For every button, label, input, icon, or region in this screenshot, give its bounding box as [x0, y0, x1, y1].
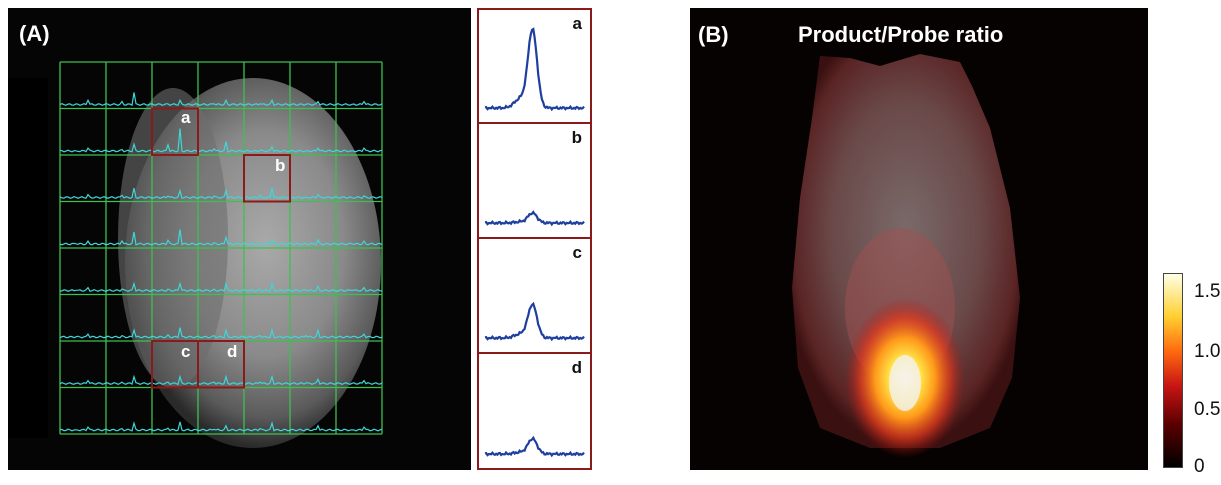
spectrum-box-d: d	[477, 352, 592, 470]
panel-a-label: (A)	[19, 21, 50, 46]
grid-letter-a: a	[181, 108, 191, 127]
ratio-map-svg	[792, 54, 1020, 458]
spectral-trace-row	[59, 281, 383, 293]
spectral-trace-row	[59, 229, 383, 246]
spectral-trace-row	[59, 374, 383, 386]
spectral-trace-row	[59, 128, 383, 153]
panel-b-label: (B)	[698, 22, 729, 47]
zoom-spectrum-trace	[484, 301, 585, 342]
spectral-traces	[59, 92, 383, 432]
highlight-box-a	[151, 107, 199, 156]
zoom-spectrum-trace	[484, 435, 585, 458]
colorbar-tick-0-5: 0.5	[1194, 399, 1221, 420]
spectrum-letter-c: c	[572, 243, 582, 262]
panel-b-ratio-map: (B) Product/Probe ratio	[690, 8, 1148, 470]
zoom-spectrum-trace	[484, 210, 585, 227]
spectrum-letter-a: a	[572, 14, 582, 33]
highlight-box-b	[243, 154, 291, 203]
highlight-boxes	[151, 107, 291, 389]
colorbar-tick-0: 0	[1194, 456, 1205, 477]
spectrum-plot-d	[484, 435, 585, 458]
highlight-box-d	[197, 340, 245, 389]
hotspot-core	[889, 355, 921, 411]
tissue-shadow	[118, 88, 228, 388]
spectrum-box-a: a	[477, 8, 592, 124]
spectral-trace-row	[60, 421, 383, 432]
spectrum-plot-c	[484, 301, 585, 342]
panel-b-title: Product/Probe ratio	[798, 22, 1004, 47]
spectral-trace-row	[59, 92, 383, 107]
grid-letter-d: d	[227, 342, 238, 361]
spectral-trace-row	[59, 187, 383, 200]
grid-letter-b: b	[275, 156, 286, 175]
spectrum-box-c: c	[477, 237, 592, 354]
dark-strip	[8, 78, 48, 438]
spectrum-plot-a	[484, 27, 585, 112]
spectral-trace-row	[59, 327, 383, 339]
grid-letter-c: c	[181, 342, 191, 361]
panel-a-mri-image: (A) a b c d	[8, 8, 471, 470]
spectrum-box-b: b	[477, 122, 592, 239]
colorbar-tick-1-5: 1.5	[1194, 281, 1221, 302]
colorbar-tick-1-0: 1.0	[1194, 341, 1221, 362]
spectrum-letter-b: b	[571, 128, 582, 147]
spectrum-letter-d: d	[571, 358, 582, 377]
zoom-spectrum-trace	[484, 27, 585, 112]
spectrum-plot-b	[484, 210, 585, 227]
mri-grid-svg	[8, 61, 383, 448]
colorbar	[1163, 273, 1183, 468]
